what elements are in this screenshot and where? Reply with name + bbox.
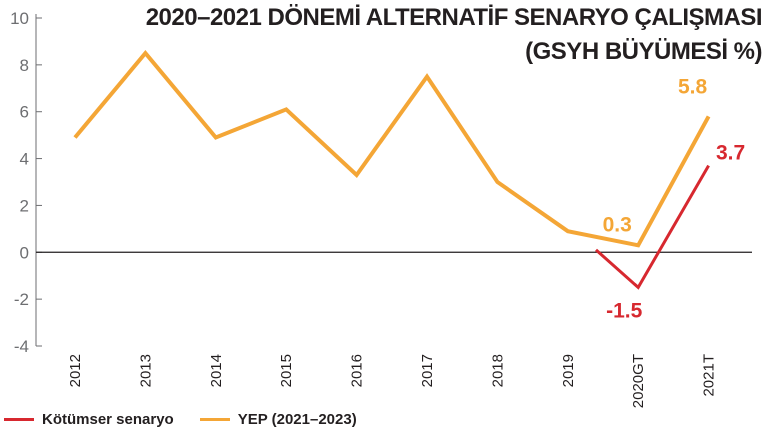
- y-tick-label: 6: [20, 103, 29, 122]
- x-tick-label: 2012: [67, 354, 84, 387]
- legend-item-yep: YEP (2021–2023): [199, 410, 357, 428]
- y-tick-label: 10: [10, 9, 29, 28]
- legend-label-kotumser: Kötümser senaryo: [42, 410, 174, 428]
- chart-title-line-2: (GSYH BÜYÜMESİ %): [525, 38, 762, 65]
- legend-label-yep: YEP (2021–2023): [237, 410, 357, 428]
- data-label: 3.7: [716, 142, 745, 165]
- chart-series: [73, 49, 711, 290]
- x-tick-label: 2019: [560, 354, 577, 387]
- y-tick-label: -2: [14, 290, 29, 309]
- legend-item-kotumser: Kötümser senaryo: [4, 411, 174, 428]
- chart-data-labels: 0.3 5.8 -1.5 3.7: [603, 75, 746, 322]
- data-label: 5.8: [678, 75, 708, 98]
- x-tick-label: 2018: [489, 354, 506, 387]
- x-tick-label: 2021T: [701, 354, 718, 397]
- data-label: -1.5: [606, 299, 643, 322]
- y-tick-label: 4: [20, 150, 29, 169]
- series-line-yep: [73, 49, 711, 248]
- x-tick-label: 2016: [349, 354, 366, 387]
- x-tick-label: 2017: [419, 354, 436, 387]
- y-tick-label: 0: [20, 243, 29, 262]
- legend-swatch-yep: [199, 417, 230, 421]
- x-tick-label: 2020GT: [630, 354, 647, 408]
- y-tick-label: 8: [20, 56, 29, 75]
- y-tick-label: -4: [14, 337, 29, 356]
- legend-swatch-kotumser: [4, 417, 34, 421]
- x-tick-label: 2014: [208, 354, 225, 387]
- chart-axes: 10 8 6 4 2 0 -2 -4 2012 2013 2014 2015 2016 2017 2018 2…: [10, 9, 752, 408]
- x-tick-label: 2015: [278, 354, 295, 387]
- chart-legend: Kötümser senaryo YEP (2021–2023): [4, 407, 383, 431]
- x-tick-label: 2013: [137, 354, 154, 387]
- y-tick-label: 2: [20, 196, 29, 215]
- data-label: 0.3: [603, 213, 632, 236]
- chart-title-line-1: 2020–2021 DÖNEMİ ALTERNATİF SENARYO ÇALI…: [145, 4, 763, 31]
